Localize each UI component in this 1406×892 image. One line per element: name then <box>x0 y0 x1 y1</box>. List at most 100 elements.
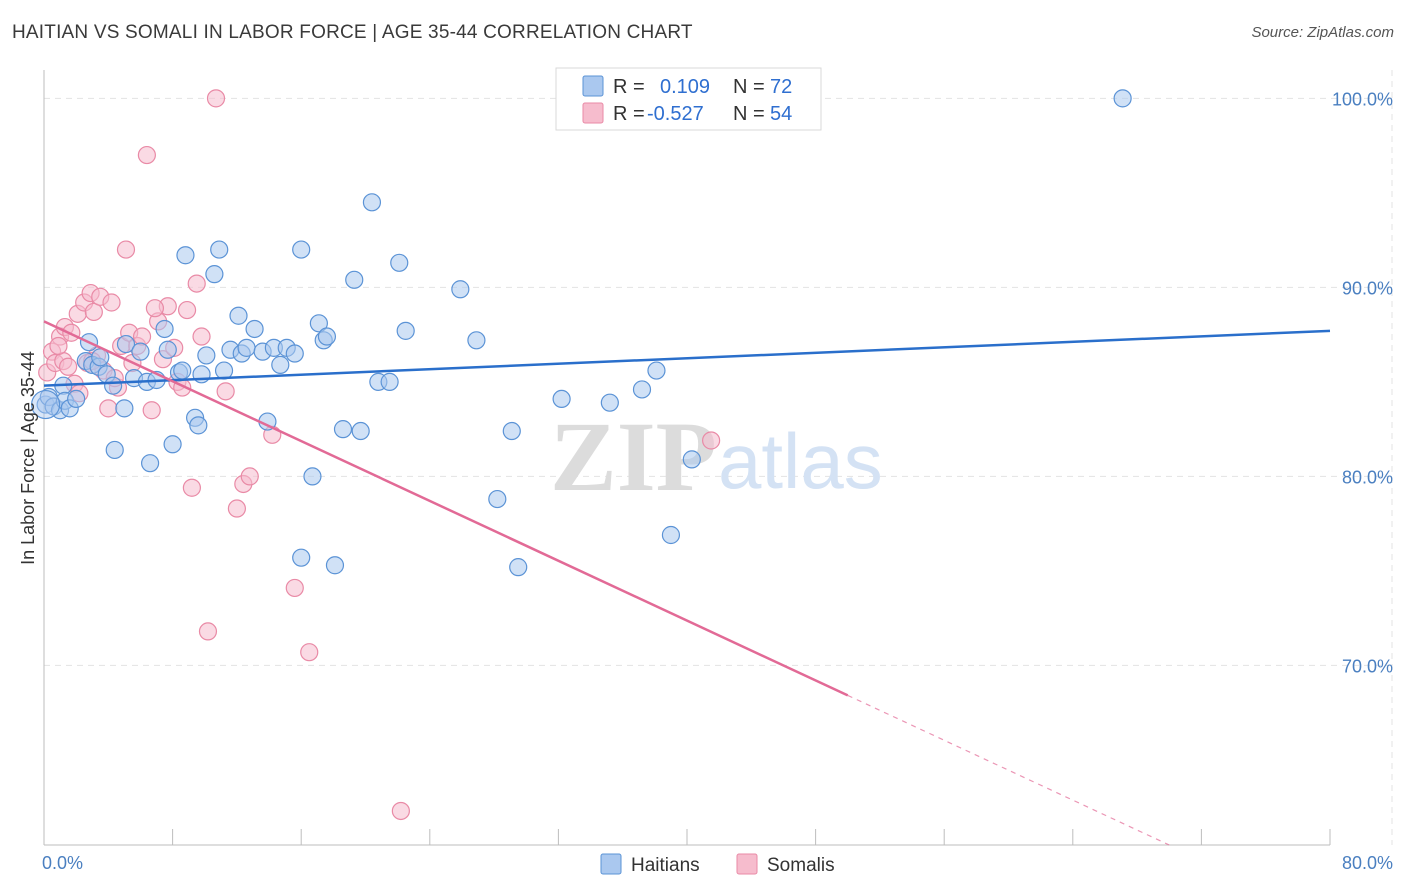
haitian-point <box>105 440 124 460</box>
somali-point <box>192 327 211 346</box>
legend-r-label: R = <box>613 103 645 125</box>
somali-point <box>59 357 78 376</box>
haitian-point <box>205 265 224 284</box>
haitian-point <box>104 376 123 395</box>
haitian-point <box>362 193 382 212</box>
legend-n-label: N = <box>733 76 765 98</box>
haitian-point <box>176 246 195 265</box>
haitian-point <box>245 319 264 339</box>
somali-trend-extension <box>847 694 1170 846</box>
haitian-point <box>115 399 134 418</box>
somali-point <box>182 478 201 497</box>
haitian-point <box>333 420 353 439</box>
haitian-point <box>189 416 208 435</box>
somali-point <box>216 382 235 401</box>
somali-point <box>177 300 197 320</box>
haitian-point <box>155 319 174 339</box>
somali-point <box>300 643 319 662</box>
haitian-point <box>396 321 415 340</box>
somali-point <box>206 89 226 108</box>
bottom-legend-swatch-haitians <box>600 853 622 875</box>
somali-point <box>99 399 118 418</box>
gridlines <box>44 70 1393 845</box>
haitian-point <box>1113 89 1132 108</box>
y-tick-label: 80.0% <box>1342 467 1393 487</box>
haitian-point <box>351 421 370 441</box>
haitian-point <box>390 253 409 272</box>
haitian-point <box>325 556 345 575</box>
watermark-atlas: atlas <box>718 417 883 505</box>
y-axis-title: In Labor Force | Age 35-44 <box>18 351 38 565</box>
watermark: ZIP atlas <box>550 401 883 512</box>
haitian-point <box>488 489 507 509</box>
haitian-point <box>647 361 666 380</box>
legend-r-label: R = <box>613 76 645 98</box>
somali-point <box>187 274 206 293</box>
trend-lines <box>43 320 1331 846</box>
haitian-point <box>303 467 322 486</box>
haitian-point <box>237 338 256 357</box>
legend-n-value: 54 <box>770 103 792 125</box>
haitian-point <box>116 334 136 354</box>
haitian-point <box>682 450 701 469</box>
haitian-point <box>197 346 216 365</box>
legend-swatch-somalis <box>582 102 604 124</box>
bottom-legend-swatch-somalis <box>736 853 758 875</box>
somali-point <box>702 431 721 450</box>
haitian-point <box>210 240 229 259</box>
somali-point <box>84 302 103 322</box>
haitian-point <box>380 372 399 391</box>
legend-swatch-haitians <box>582 75 604 97</box>
bottom-legend-label-haitians: Haitians <box>631 855 700 876</box>
somali-point <box>142 401 161 420</box>
haitian-point <box>451 280 470 299</box>
haitian-point <box>31 389 61 420</box>
x-tick-labels: 0.0% 80.0% <box>42 853 1393 873</box>
somali-point <box>391 801 410 821</box>
haitian-point <box>229 306 248 325</box>
somali-point <box>102 293 121 312</box>
somali-point <box>227 499 246 518</box>
somali-point <box>49 336 68 356</box>
somali-point <box>198 622 218 641</box>
chart-source: Source: ZipAtlas.com <box>1251 24 1394 41</box>
legend-n-value: 72 <box>770 76 792 98</box>
somali-point <box>285 578 304 598</box>
legend-n-label: N = <box>733 103 765 125</box>
x-tick-label: 80.0% <box>1342 853 1393 873</box>
somali-trend-line <box>43 320 849 697</box>
correlation-legend: R = 0.109 N = 72 R = -0.527 N = 54 <box>555 67 822 131</box>
legend-r-value: 0.109 <box>660 76 710 98</box>
haitian-point <box>345 270 364 289</box>
somali-point <box>132 327 152 346</box>
haitian-point <box>600 393 619 412</box>
haitian-point <box>173 361 192 380</box>
haitian-point <box>309 314 328 333</box>
haitian-point <box>292 240 311 259</box>
somali-point <box>137 145 156 165</box>
chart-title: HAITIAN VS SOMALI IN LABOR FORCE | AGE 3… <box>12 22 693 43</box>
haitian-point <box>467 331 486 350</box>
somali-point <box>116 240 136 259</box>
haitian-point <box>317 327 337 346</box>
haitian-point <box>292 548 311 567</box>
legend-r-value: -0.527 <box>647 103 704 125</box>
haitian-point <box>552 389 571 409</box>
haitian-point <box>285 344 304 363</box>
haitian-point <box>661 525 681 545</box>
haitian-point <box>509 558 528 577</box>
haitian-point <box>163 435 182 454</box>
haitian-point <box>502 421 521 441</box>
haitian-point <box>271 355 290 374</box>
haitian-point <box>131 342 150 361</box>
haitian-point <box>632 380 652 399</box>
y-tick-labels: 70.0% 80.0% 90.0% 100.0% <box>1332 89 1393 676</box>
haitian-trend-line <box>43 329 1331 387</box>
haitian-point <box>67 389 86 409</box>
x-tick-label: 0.0% <box>42 853 83 873</box>
y-tick-label: 90.0% <box>1342 278 1393 298</box>
haitian-point <box>140 454 160 473</box>
somali-point <box>145 299 165 318</box>
somali-point <box>240 467 259 486</box>
